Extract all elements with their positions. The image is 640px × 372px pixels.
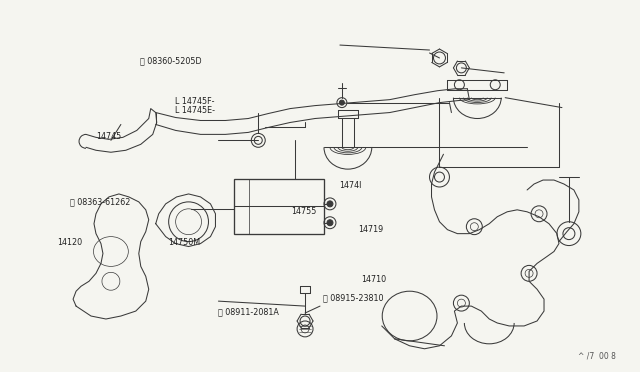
Text: L 14745E-: L 14745E- [175, 106, 214, 115]
Text: Ⓝ 08911-2081A: Ⓝ 08911-2081A [218, 308, 279, 317]
Text: 14755: 14755 [291, 206, 317, 216]
Text: L 14745F-: L 14745F- [175, 97, 214, 106]
Text: 14750M: 14750M [168, 238, 200, 247]
Text: 14120: 14120 [58, 238, 83, 247]
Text: 14710: 14710 [362, 275, 387, 283]
Text: Ⓢ 08363-61262: Ⓢ 08363-61262 [70, 198, 131, 207]
Text: 14719: 14719 [358, 225, 383, 234]
Text: Ⓦ 08915-23810: Ⓦ 08915-23810 [323, 294, 384, 303]
Text: Ⓢ 08360-5205D: Ⓢ 08360-5205D [140, 57, 202, 66]
Text: 14745: 14745 [96, 132, 121, 141]
Circle shape [339, 100, 344, 105]
Circle shape [327, 201, 333, 207]
Text: ^ /7  00 8: ^ /7 00 8 [579, 351, 616, 360]
Circle shape [327, 220, 333, 226]
Text: 1474l: 1474l [339, 182, 362, 190]
Bar [234, 179, 324, 234]
